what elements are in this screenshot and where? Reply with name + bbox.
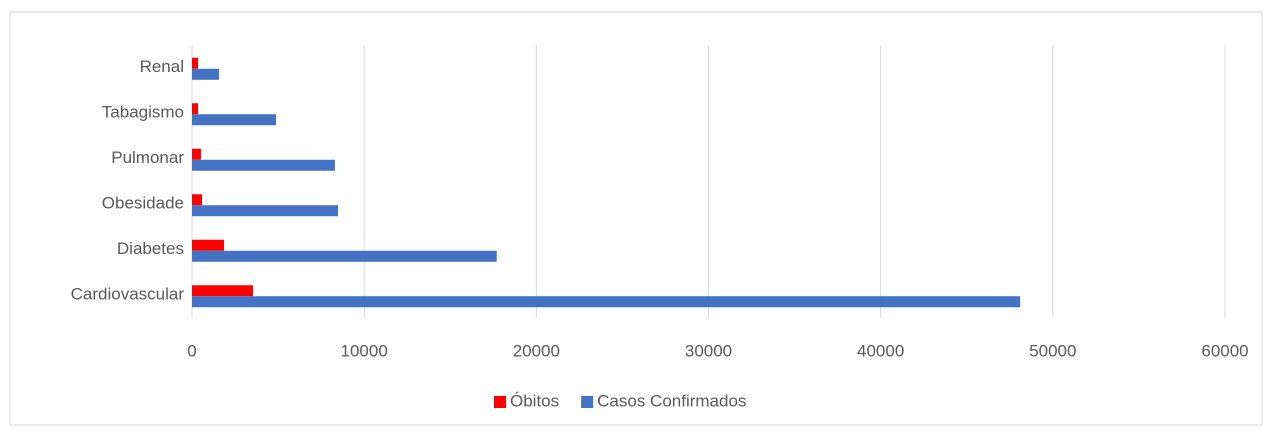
y-tick-label: Pulmonar: [111, 148, 184, 167]
legend-swatch: [581, 396, 594, 408]
y-tick-label: Obesidade: [102, 194, 184, 213]
x-tick-label: 20000: [513, 341, 560, 360]
bar: [192, 194, 202, 206]
bar: [192, 114, 277, 126]
bar: [192, 239, 225, 251]
bar: [192, 159, 335, 171]
legend-swatch: [494, 396, 506, 408]
bar: [192, 205, 338, 217]
y-tick-label: Tabagismo: [102, 103, 184, 122]
legend-label: Casos Confirmados: [597, 391, 746, 410]
y-tick-label: Renal: [140, 57, 184, 76]
bar: [192, 57, 199, 69]
x-tick-label: 50000: [1029, 341, 1076, 360]
x-tick-label: 40000: [857, 341, 904, 360]
x-tick-label: 60000: [1201, 341, 1248, 360]
bar: [192, 68, 220, 80]
bar: [192, 285, 253, 297]
x-tick-label: 30000: [685, 341, 732, 360]
bar: [192, 296, 1021, 308]
bar: [192, 103, 199, 115]
x-tick-label: 0: [187, 341, 196, 360]
legend-label: Óbitos: [510, 391, 559, 410]
bar: [192, 148, 201, 160]
y-tick-label: Cardiovascular: [71, 285, 185, 304]
x-tick-label: 10000: [341, 341, 388, 360]
bar: [192, 250, 497, 262]
y-tick-label: Diabetes: [117, 239, 184, 258]
